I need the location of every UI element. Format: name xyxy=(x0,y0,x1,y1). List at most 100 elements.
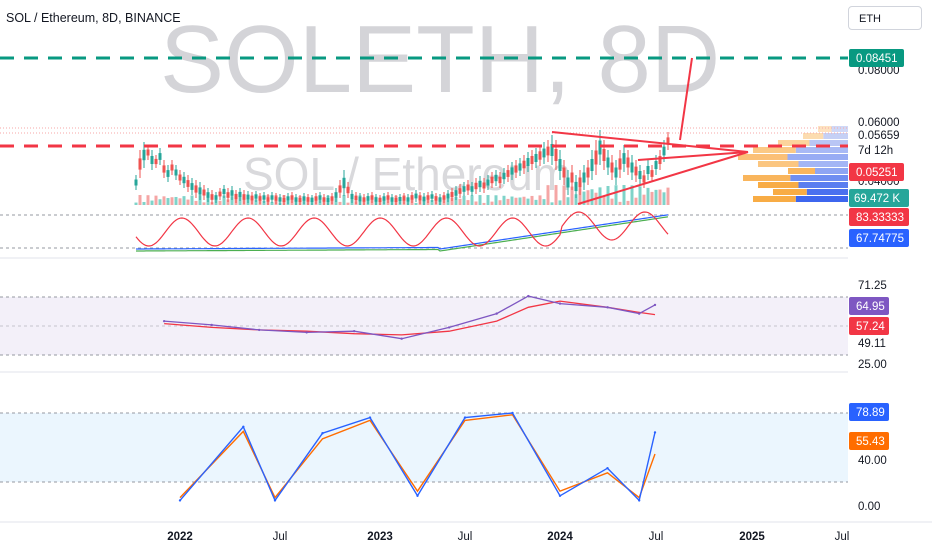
candle-body xyxy=(554,149,558,161)
volume-bar xyxy=(542,199,546,205)
rsi-indicator xyxy=(162,294,657,340)
candle-body xyxy=(134,179,138,186)
candle-body xyxy=(458,188,462,194)
candle-body xyxy=(202,189,206,196)
volume-bar xyxy=(454,196,458,205)
stoch-k-point xyxy=(321,432,324,435)
candle-body xyxy=(286,196,290,201)
price-axis-label: 0.08000 xyxy=(858,65,900,77)
volume-profile-bar xyxy=(758,161,799,167)
candle-body xyxy=(358,196,362,202)
time-axis: 2022 Jul 2023 Jul 2024 Jul 2025 Jul xyxy=(167,531,849,543)
candle-body xyxy=(166,170,170,177)
candle-body xyxy=(302,196,306,201)
candle-body xyxy=(454,190,458,196)
candle-body xyxy=(626,157,630,168)
volume-profile-bar xyxy=(823,133,848,139)
volume-bar xyxy=(510,196,514,205)
candle-body xyxy=(606,157,610,168)
volume-bar xyxy=(230,196,234,205)
candle-body xyxy=(502,172,506,180)
sub1-value-a: 83.33333 xyxy=(856,212,904,224)
volume-bar xyxy=(462,195,466,205)
candle-body xyxy=(430,194,434,199)
rsi-ma-value: 57.24 xyxy=(856,321,885,333)
volume-bar xyxy=(150,200,154,205)
time-axis-label: 2025 xyxy=(739,531,765,543)
time-axis-label: Jul xyxy=(273,531,288,543)
volume-bar xyxy=(518,197,522,205)
candle-body xyxy=(394,198,398,202)
triangle-pattern[interactable] xyxy=(551,57,749,205)
resistance-price-tag xyxy=(849,163,904,181)
candle-body xyxy=(238,191,242,198)
candle-body xyxy=(562,167,566,178)
volume-bar xyxy=(458,198,462,205)
candle-body xyxy=(418,195,422,201)
volume-bar xyxy=(142,201,146,205)
candle-body xyxy=(346,186,350,194)
candle-body xyxy=(362,197,366,202)
volume-bar xyxy=(138,195,142,205)
candle-body xyxy=(322,197,326,202)
candle-body xyxy=(266,197,270,202)
candle-body xyxy=(658,156,662,164)
candles xyxy=(134,130,670,205)
candle-body xyxy=(226,192,230,198)
rsi-point xyxy=(257,328,261,332)
rsi-point xyxy=(637,312,641,315)
volume-bar xyxy=(526,198,530,205)
volume-bar xyxy=(634,197,638,205)
candle-body xyxy=(222,188,226,195)
candle-body xyxy=(490,176,494,184)
candle-body xyxy=(610,162,614,173)
candle-body xyxy=(326,198,330,202)
stoch-indicator xyxy=(178,411,657,502)
candle-body xyxy=(250,195,254,201)
projection-line xyxy=(679,57,693,141)
candle-body xyxy=(534,154,538,162)
candle-body xyxy=(526,158,530,166)
candle-body xyxy=(434,196,438,201)
volume-bar xyxy=(666,187,670,205)
resistance-price-value: 0.05251 xyxy=(856,167,898,179)
candle-body xyxy=(634,166,638,176)
candle-body xyxy=(506,170,510,177)
candle-body xyxy=(530,156,534,164)
volume-profile-bar xyxy=(798,161,848,167)
time-axis-label: Jul xyxy=(649,531,664,543)
candle-body xyxy=(654,161,658,169)
candle-body xyxy=(662,146,666,156)
candle-body xyxy=(542,148,546,158)
volume-bar xyxy=(430,200,434,205)
candle-body xyxy=(310,198,314,202)
rsi-point xyxy=(495,312,498,315)
stoch-k-point xyxy=(653,431,657,434)
rsi-band xyxy=(0,297,848,355)
candle-body xyxy=(338,185,342,193)
candle-body xyxy=(170,164,174,171)
candle-body xyxy=(162,165,166,173)
volume-bar xyxy=(658,189,662,205)
candle-body xyxy=(318,195,322,200)
candle-body xyxy=(198,187,202,195)
candle-body xyxy=(602,149,606,161)
volume-bar xyxy=(254,199,258,205)
time-axis-label: 2022 xyxy=(167,531,193,543)
candle-body xyxy=(630,162,634,173)
volume-bar xyxy=(566,197,570,205)
rsi-axis-label: 25.00 xyxy=(858,359,887,371)
volume-bar xyxy=(590,189,594,205)
chart-title: SOL / Ethereum, 8D, BINANCE xyxy=(6,11,181,25)
stoch-axis-label: 40.00 xyxy=(858,455,887,467)
candle-body xyxy=(242,194,246,200)
candle-body xyxy=(410,195,414,200)
volume-profile xyxy=(738,126,848,202)
sub1-tag-b xyxy=(849,229,909,247)
rsi-point xyxy=(305,331,308,334)
rsi-ma-tag xyxy=(849,317,889,335)
currency-button[interactable]: ETH xyxy=(848,6,922,30)
candle-body xyxy=(150,156,154,164)
rsi-point xyxy=(447,326,451,329)
